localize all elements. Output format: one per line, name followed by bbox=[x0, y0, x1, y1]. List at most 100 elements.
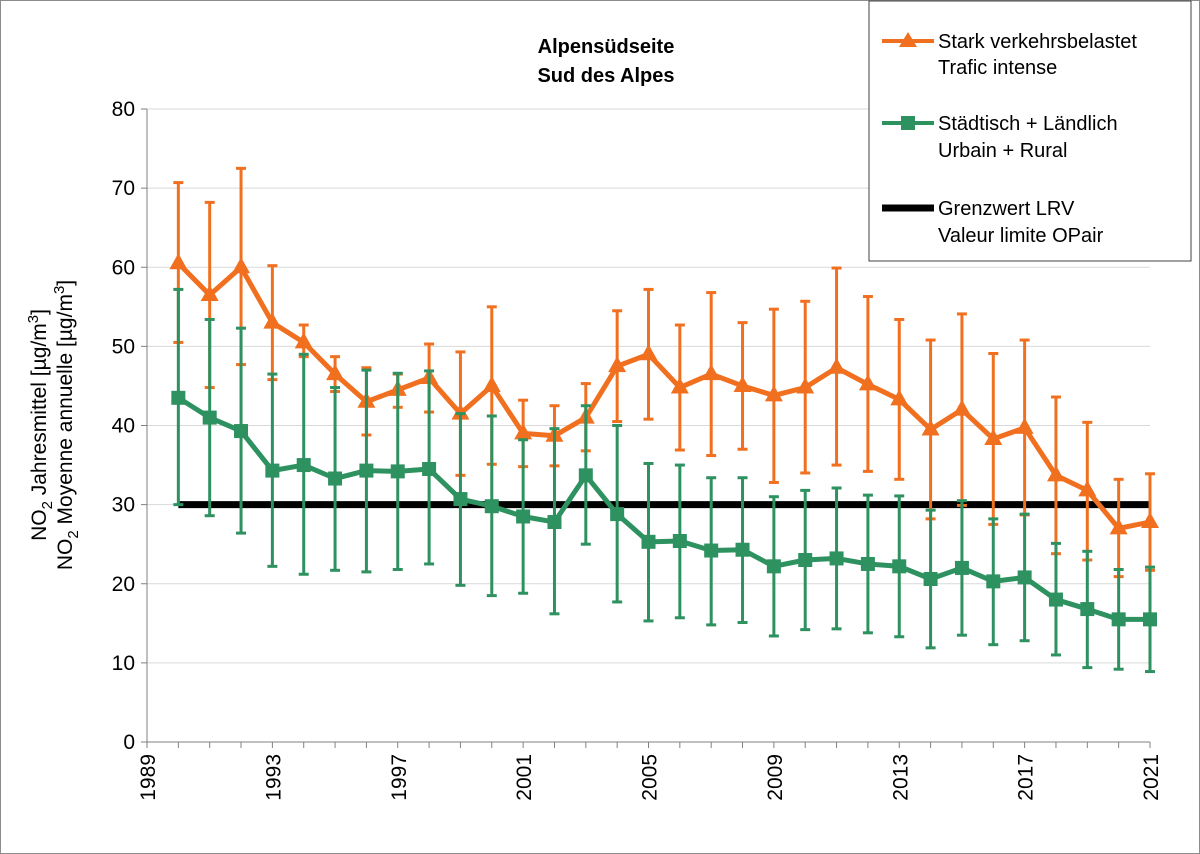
point-traffic-1992 bbox=[232, 257, 251, 274]
point-traffic-2013 bbox=[890, 389, 909, 406]
point-urban-2014 bbox=[923, 572, 938, 587]
point-urban-1998 bbox=[422, 462, 437, 477]
y-axis-label: NO2 Jahresmittel [µg/m3] NO2 Moyenne ann… bbox=[25, 280, 82, 570]
point-urban-2009 bbox=[766, 559, 781, 574]
point-urban-2019 bbox=[1080, 602, 1095, 617]
legend-label-limit-line-1: Grenzwert LRV bbox=[938, 198, 1075, 220]
point-urban-2005 bbox=[641, 534, 656, 549]
chart-title-line-2: Sud des Alpes bbox=[537, 65, 674, 87]
point-urban-1997 bbox=[390, 464, 405, 479]
point-urban-2001 bbox=[516, 509, 531, 524]
y-axis-label-line-1: NO2 Jahresmittel [µg/m3] bbox=[25, 309, 56, 541]
ytick-label-20: 20 bbox=[112, 573, 135, 596]
point-urban-2006 bbox=[672, 534, 687, 549]
series-line-urban bbox=[177, 395, 1150, 622]
legend-item-limit: Grenzwert LRV Valeur limite OPair bbox=[882, 198, 1104, 247]
point-traffic-1993 bbox=[263, 312, 282, 329]
chart-title-line-1: Alpensüdseite bbox=[538, 36, 675, 58]
point-urban-2011 bbox=[829, 551, 844, 566]
point-traffic-2004 bbox=[608, 356, 627, 373]
ytick-label-80: 80 bbox=[112, 98, 135, 121]
point-traffic-2007 bbox=[702, 364, 721, 381]
point-urban-1999 bbox=[453, 492, 468, 507]
x-ticks: 1989 1993 1997 2001 2005 2009 2013 2017 2021 bbox=[137, 742, 1163, 801]
xtick-label-2009: 2009 bbox=[764, 754, 787, 801]
point-urban-2008 bbox=[735, 542, 750, 557]
y-ticks: 0 10 20 30 40 50 60 70 80 bbox=[112, 98, 147, 754]
ytick-label-10: 10 bbox=[112, 652, 135, 675]
point-traffic-1994 bbox=[294, 332, 313, 349]
ytick-label-30: 30 bbox=[112, 494, 135, 517]
legend-item-urban: Städtisch + Ländlich Urbain + Rural bbox=[882, 113, 1118, 162]
point-urban-2007 bbox=[704, 543, 719, 558]
point-traffic-1991 bbox=[200, 284, 219, 301]
point-traffic-2010 bbox=[796, 377, 815, 394]
legend-label-limit-line-2: Valeur limite OPair bbox=[938, 225, 1104, 247]
point-urban-2017 bbox=[1017, 570, 1032, 585]
legend-label-traffic-line-2: Trafic intense bbox=[938, 57, 1057, 79]
point-urban-2021 bbox=[1143, 612, 1157, 627]
point-traffic-2006 bbox=[670, 377, 689, 394]
point-traffic-2011 bbox=[827, 357, 846, 374]
point-urban-2002 bbox=[547, 515, 562, 530]
point-urban-2012 bbox=[860, 556, 875, 571]
point-urban-2004 bbox=[610, 507, 625, 522]
xtick-label-1989: 1989 bbox=[137, 754, 160, 801]
point-urban-1993 bbox=[265, 463, 280, 478]
legend-label-urban-line-1: Städtisch + Ländlich bbox=[938, 113, 1118, 135]
point-urban-2020 bbox=[1111, 612, 1126, 627]
point-urban-2000 bbox=[484, 499, 499, 514]
legend-marker-traffic bbox=[899, 32, 917, 47]
legend-label-traffic-line-1: Stark verkehrsbelastet bbox=[938, 31, 1137, 53]
xtick-label-2021: 2021 bbox=[1140, 754, 1163, 801]
point-traffic-1995 bbox=[326, 364, 345, 381]
ytick-label-60: 60 bbox=[112, 256, 135, 279]
point-urban-2003 bbox=[578, 468, 593, 483]
point-traffic-2019 bbox=[1078, 480, 1097, 497]
point-traffic-2001 bbox=[514, 423, 533, 440]
point-urban-1995 bbox=[328, 471, 343, 486]
legend-box bbox=[868, 0, 1192, 262]
ytick-label-0: 0 bbox=[123, 731, 135, 754]
xtick-label-2005: 2005 bbox=[639, 754, 662, 801]
ytick-label-40: 40 bbox=[112, 415, 135, 438]
series-group bbox=[169, 166, 1159, 674]
point-traffic-2015 bbox=[952, 399, 971, 416]
point-traffic-1999 bbox=[451, 403, 470, 420]
point-urban-1991 bbox=[202, 410, 217, 425]
point-traffic-2008 bbox=[733, 375, 752, 392]
point-traffic-2014 bbox=[921, 419, 940, 436]
ytick-label-50: 50 bbox=[112, 335, 135, 358]
point-urban-1990 bbox=[171, 390, 186, 405]
series-urban bbox=[171, 287, 1157, 674]
xtick-label-2017: 2017 bbox=[1015, 754, 1038, 801]
series-line-traffic bbox=[176, 261, 1151, 531]
legend-label-urban-line-2: Urbain + Rural bbox=[938, 140, 1068, 162]
xtick-label-2013: 2013 bbox=[889, 754, 912, 801]
point-urban-1996 bbox=[359, 463, 374, 478]
point-urban-1992 bbox=[234, 424, 249, 439]
point-traffic-2016 bbox=[984, 428, 1003, 445]
point-urban-1994 bbox=[296, 458, 311, 473]
xtick-label-2001: 2001 bbox=[513, 754, 536, 801]
xtick-label-1997: 1997 bbox=[388, 754, 411, 801]
point-urban-2010 bbox=[798, 553, 813, 568]
point-urban-2018 bbox=[1048, 592, 1063, 607]
point-urban-2015 bbox=[954, 560, 969, 575]
point-traffic-2020 bbox=[1109, 518, 1128, 535]
point-urban-2013 bbox=[892, 559, 907, 574]
legend-item-traffic: Stark verkehrsbelastet Trafic intense bbox=[882, 31, 1137, 79]
y-axis-label-line-2: NO2 Moyenne annuelle [µg/m3] bbox=[51, 280, 82, 570]
point-traffic-2000 bbox=[482, 375, 501, 392]
xtick-label-1993: 1993 bbox=[262, 754, 285, 801]
point-traffic-2018 bbox=[1046, 465, 1065, 482]
legend: Stark verkehrsbelastet Trafic intense St… bbox=[868, 0, 1192, 262]
point-traffic-2017 bbox=[1015, 417, 1034, 434]
legend-marker-urban bbox=[901, 116, 915, 130]
point-traffic-2009 bbox=[764, 385, 783, 402]
point-traffic-2012 bbox=[858, 374, 877, 391]
point-traffic-2005 bbox=[639, 344, 658, 361]
point-traffic-2021 bbox=[1141, 512, 1159, 529]
point-traffic-1990 bbox=[169, 253, 188, 270]
